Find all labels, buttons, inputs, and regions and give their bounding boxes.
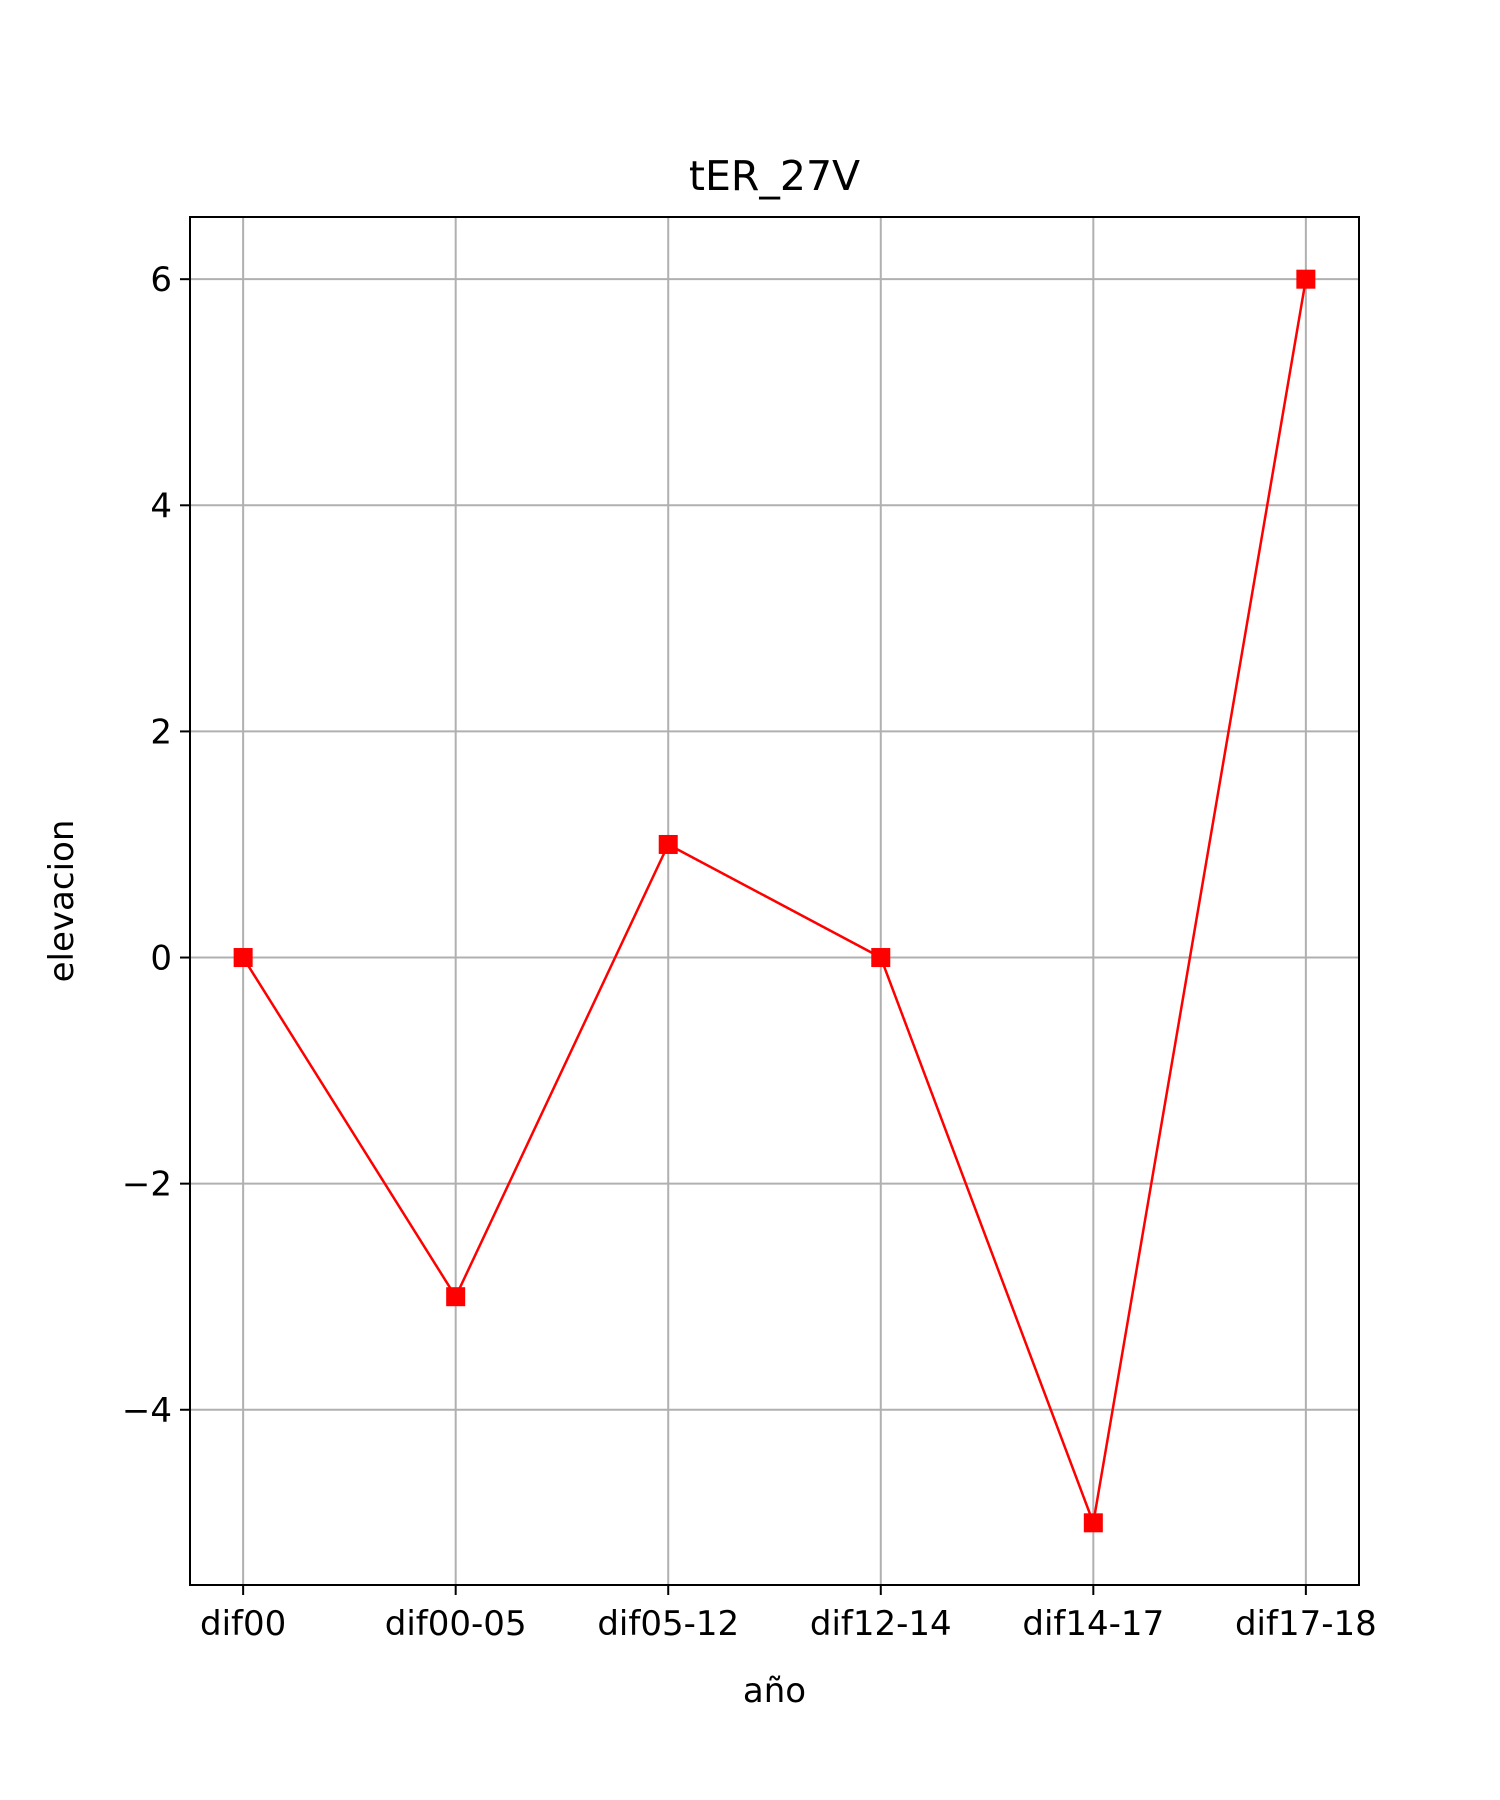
x-tick-label: dif17-18 [1235,1604,1377,1644]
x-tick-label: dif00-05 [385,1604,527,1644]
tick-layer: dif00 dif00-05 dif05-12 dif12-14 dif14-17 dif… [122,260,1377,1644]
x-axis-label: año [743,1671,806,1711]
data-point-marker [658,834,678,854]
axes-frame [189,216,1360,1586]
y-tick-label: 6 [150,260,172,300]
x-tick-label: dif12-14 [810,1604,952,1644]
grid-layer [190,217,1359,1585]
series-line [242,278,1308,1525]
data-point-marker [446,1287,466,1307]
y-tick-label: 4 [150,486,172,526]
y-tick-label: −4 [122,1391,172,1431]
data-point-marker [871,948,891,968]
x-tick-label: dif00 [200,1604,286,1644]
y-axis-label: elevacion [42,820,82,983]
y-tick-label: 0 [150,939,172,979]
data-point-marker [233,948,253,968]
data-point-marker [1083,1513,1103,1533]
y-tick-label: −2 [122,1165,172,1205]
chart-title: tER_27V [689,152,860,200]
y-tick-label: 2 [150,712,172,752]
data-point-marker [1296,269,1316,289]
x-tick-label: dif05-12 [597,1604,739,1644]
series-layer [233,269,1316,1533]
x-tick-label: dif14-17 [1022,1604,1164,1644]
